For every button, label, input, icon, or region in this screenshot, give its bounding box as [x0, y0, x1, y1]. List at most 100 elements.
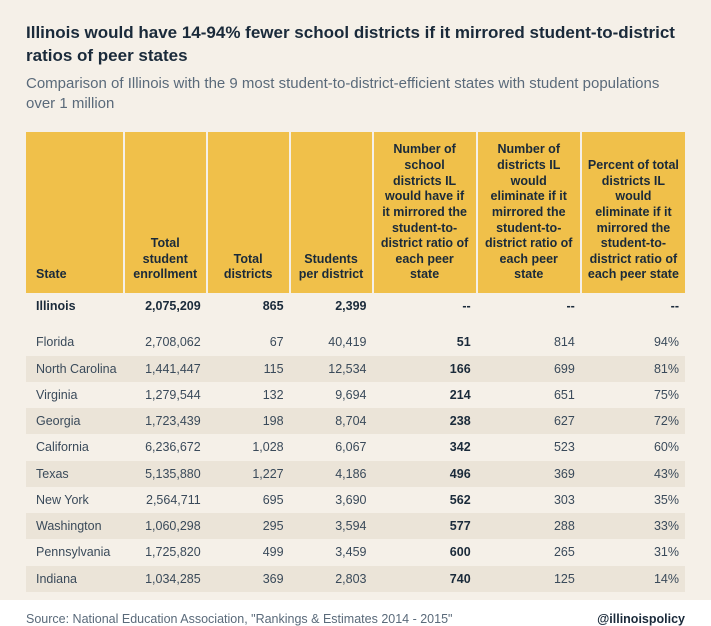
cell-districts: 499	[207, 539, 290, 565]
cell-eliminated: 627	[477, 408, 581, 434]
cell-eliminated: 288	[477, 513, 581, 539]
table-row: North Carolina1,441,44711512,53416669981…	[26, 356, 685, 382]
col-header-districts: Total districts	[207, 132, 290, 293]
table-row-highlight: Illinois 2,075,209 865 2,399 -- -- --	[26, 293, 685, 319]
cell-mirrored: 496	[373, 461, 477, 487]
cell-eliminated: 369	[477, 461, 581, 487]
cell-mirrored: --	[373, 293, 477, 319]
cell-percent: 60%	[581, 434, 685, 460]
cell-mirrored: 342	[373, 434, 477, 460]
cell-per-district: 3,690	[290, 487, 373, 513]
cell-percent: 75%	[581, 382, 685, 408]
cell-mirrored: 166	[373, 356, 477, 382]
cell-state: Pennsylvania	[26, 539, 124, 565]
cell-percent: 33%	[581, 513, 685, 539]
cell-per-district: 3,594	[290, 513, 373, 539]
cell-percent: 81%	[581, 356, 685, 382]
cell-state: Texas	[26, 461, 124, 487]
cell-eliminated: 651	[477, 382, 581, 408]
chart-footer: Source: National Education Association, …	[26, 612, 685, 626]
table-body: Illinois 2,075,209 865 2,399 -- -- -- Fl…	[26, 293, 685, 592]
cell-mirrored: 214	[373, 382, 477, 408]
table-header-row: State Total student enrollment Total dis…	[26, 132, 685, 293]
cell-per-district: 9,694	[290, 382, 373, 408]
col-header-enrollment: Total student enrollment	[124, 132, 207, 293]
cell-state: Illinois	[26, 293, 124, 319]
cell-percent: 43%	[581, 461, 685, 487]
cell-per-district: 3,459	[290, 539, 373, 565]
col-header-mirrored: Number of school districts IL would have…	[373, 132, 477, 293]
cell-state: Indiana	[26, 566, 124, 592]
cell-districts: 1,227	[207, 461, 290, 487]
cell-per-district: 12,534	[290, 356, 373, 382]
cell-eliminated: 303	[477, 487, 581, 513]
cell-per-district: 6,067	[290, 434, 373, 460]
cell-percent: 35%	[581, 487, 685, 513]
cell-state: Florida	[26, 329, 124, 355]
cell-enrollment: 1,279,544	[124, 382, 207, 408]
data-table: State Total student enrollment Total dis…	[26, 132, 685, 591]
cell-enrollment: 6,236,672	[124, 434, 207, 460]
cell-mirrored: 562	[373, 487, 477, 513]
cell-per-district: 2,399	[290, 293, 373, 319]
cell-per-district: 40,419	[290, 329, 373, 355]
cell-state: California	[26, 434, 124, 460]
chart-subtitle: Comparison of Illinois with the 9 most s…	[26, 74, 685, 115]
table-row: Pennsylvania1,725,8204993,45960026531%	[26, 539, 685, 565]
cell-mirrored: 51	[373, 329, 477, 355]
cell-enrollment: 2,075,209	[124, 293, 207, 319]
cell-percent: 14%	[581, 566, 685, 592]
col-header-per-district: Students per district	[290, 132, 373, 293]
cell-enrollment: 1,034,285	[124, 566, 207, 592]
cell-enrollment: 2,564,711	[124, 487, 207, 513]
cell-state: Washington	[26, 513, 124, 539]
cell-mirrored: 600	[373, 539, 477, 565]
cell-percent: 94%	[581, 329, 685, 355]
cell-state: Georgia	[26, 408, 124, 434]
cell-per-district: 4,186	[290, 461, 373, 487]
cell-enrollment: 2,708,062	[124, 329, 207, 355]
cell-enrollment: 1,060,298	[124, 513, 207, 539]
cell-districts: 115	[207, 356, 290, 382]
cell-eliminated: --	[477, 293, 581, 319]
cell-mirrored: 577	[373, 513, 477, 539]
table-row: Georgia1,723,4391988,70423862772%	[26, 408, 685, 434]
cell-enrollment: 1,441,447	[124, 356, 207, 382]
cell-percent: --	[581, 293, 685, 319]
cell-percent: 72%	[581, 408, 685, 434]
cell-per-district: 2,803	[290, 566, 373, 592]
cell-districts: 67	[207, 329, 290, 355]
cell-eliminated: 523	[477, 434, 581, 460]
cell-mirrored: 238	[373, 408, 477, 434]
table-row: Washington1,060,2982953,59457728833%	[26, 513, 685, 539]
cell-state: New York	[26, 487, 124, 513]
chart-title: Illinois would have 14-94% fewer school …	[26, 22, 685, 68]
cell-state: Virginia	[26, 382, 124, 408]
cell-districts: 132	[207, 382, 290, 408]
table-row: Texas5,135,8801,2274,18649636943%	[26, 461, 685, 487]
chart-container: Illinois would have 14-94% fewer school …	[0, 0, 711, 600]
cell-enrollment: 5,135,880	[124, 461, 207, 487]
cell-eliminated: 699	[477, 356, 581, 382]
cell-eliminated: 125	[477, 566, 581, 592]
cell-enrollment: 1,723,439	[124, 408, 207, 434]
table-row: New York2,564,7116953,69056230335%	[26, 487, 685, 513]
col-header-eliminated: Number of districts IL would eliminate i…	[477, 132, 581, 293]
source-text: Source: National Education Association, …	[26, 612, 452, 626]
cell-eliminated: 814	[477, 329, 581, 355]
cell-state: North Carolina	[26, 356, 124, 382]
cell-districts: 695	[207, 487, 290, 513]
cell-per-district: 8,704	[290, 408, 373, 434]
social-handle: @illinoispolicy	[597, 612, 685, 626]
table-row: Virginia1,279,5441329,69421465175%	[26, 382, 685, 408]
cell-mirrored: 740	[373, 566, 477, 592]
cell-districts: 369	[207, 566, 290, 592]
table-row: Florida2,708,0626740,4195181494%	[26, 329, 685, 355]
col-header-state: State	[26, 132, 124, 293]
cell-eliminated: 265	[477, 539, 581, 565]
cell-districts: 865	[207, 293, 290, 319]
col-header-percent: Percent of total districts IL would elim…	[581, 132, 685, 293]
cell-districts: 1,028	[207, 434, 290, 460]
cell-districts: 295	[207, 513, 290, 539]
table-spacer-row	[26, 319, 685, 329]
